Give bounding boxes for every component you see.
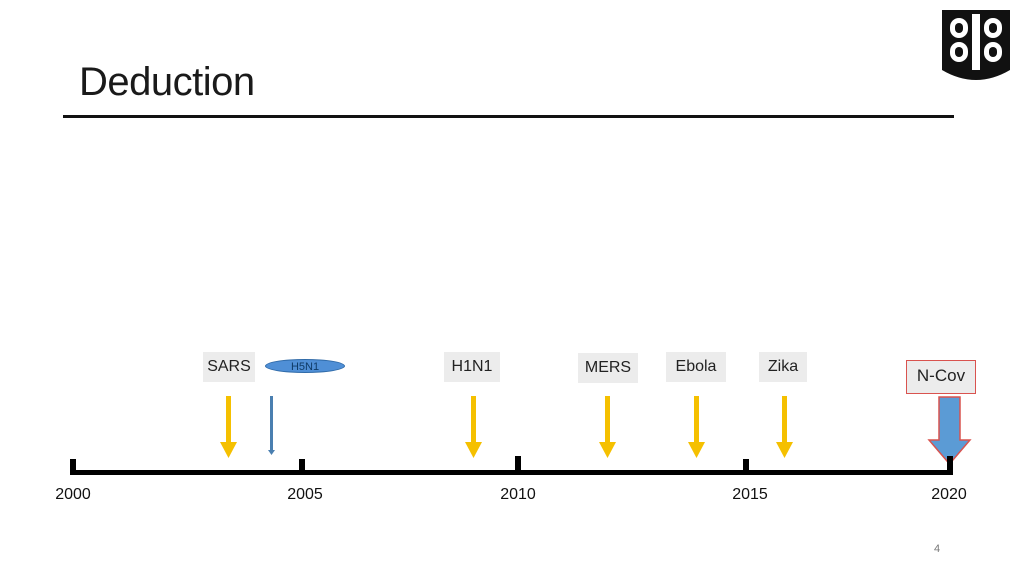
arrow-h5n1 (268, 396, 275, 455)
arrow-h1n1 (465, 396, 482, 458)
tick-2020 (947, 456, 953, 475)
arrow-ebola (688, 396, 705, 458)
event-label-ncov: N-Cov (906, 360, 976, 394)
year-label: 2015 (732, 486, 768, 503)
tick-2005 (299, 459, 305, 475)
slide-title: Deduction (79, 60, 255, 104)
arrow-sars (220, 396, 237, 458)
year-label: 2020 (931, 486, 967, 503)
university-logo-icon (942, 10, 1010, 80)
event-label-mers: MERS (578, 353, 638, 383)
year-label: 2000 (55, 486, 91, 503)
event-label-zika: Zika (759, 352, 807, 382)
arrow-zika (776, 396, 793, 458)
year-label: 2005 (287, 486, 323, 503)
tick-2010 (515, 456, 521, 475)
timeline-axis (70, 470, 953, 475)
title-underline (63, 115, 954, 118)
arrow-mers (599, 396, 616, 458)
event-label-h5n1: H5N1 (265, 359, 345, 373)
year-label: 2010 (500, 486, 536, 503)
tick-2015 (743, 459, 749, 475)
event-label-h1n1: H1N1 (444, 352, 500, 382)
event-label-ebola: Ebola (666, 352, 726, 382)
event-label-sars: SARS (203, 352, 255, 382)
tick-2000 (70, 459, 76, 475)
arrow-ncov (927, 396, 972, 466)
page-number: 4 (934, 543, 941, 555)
